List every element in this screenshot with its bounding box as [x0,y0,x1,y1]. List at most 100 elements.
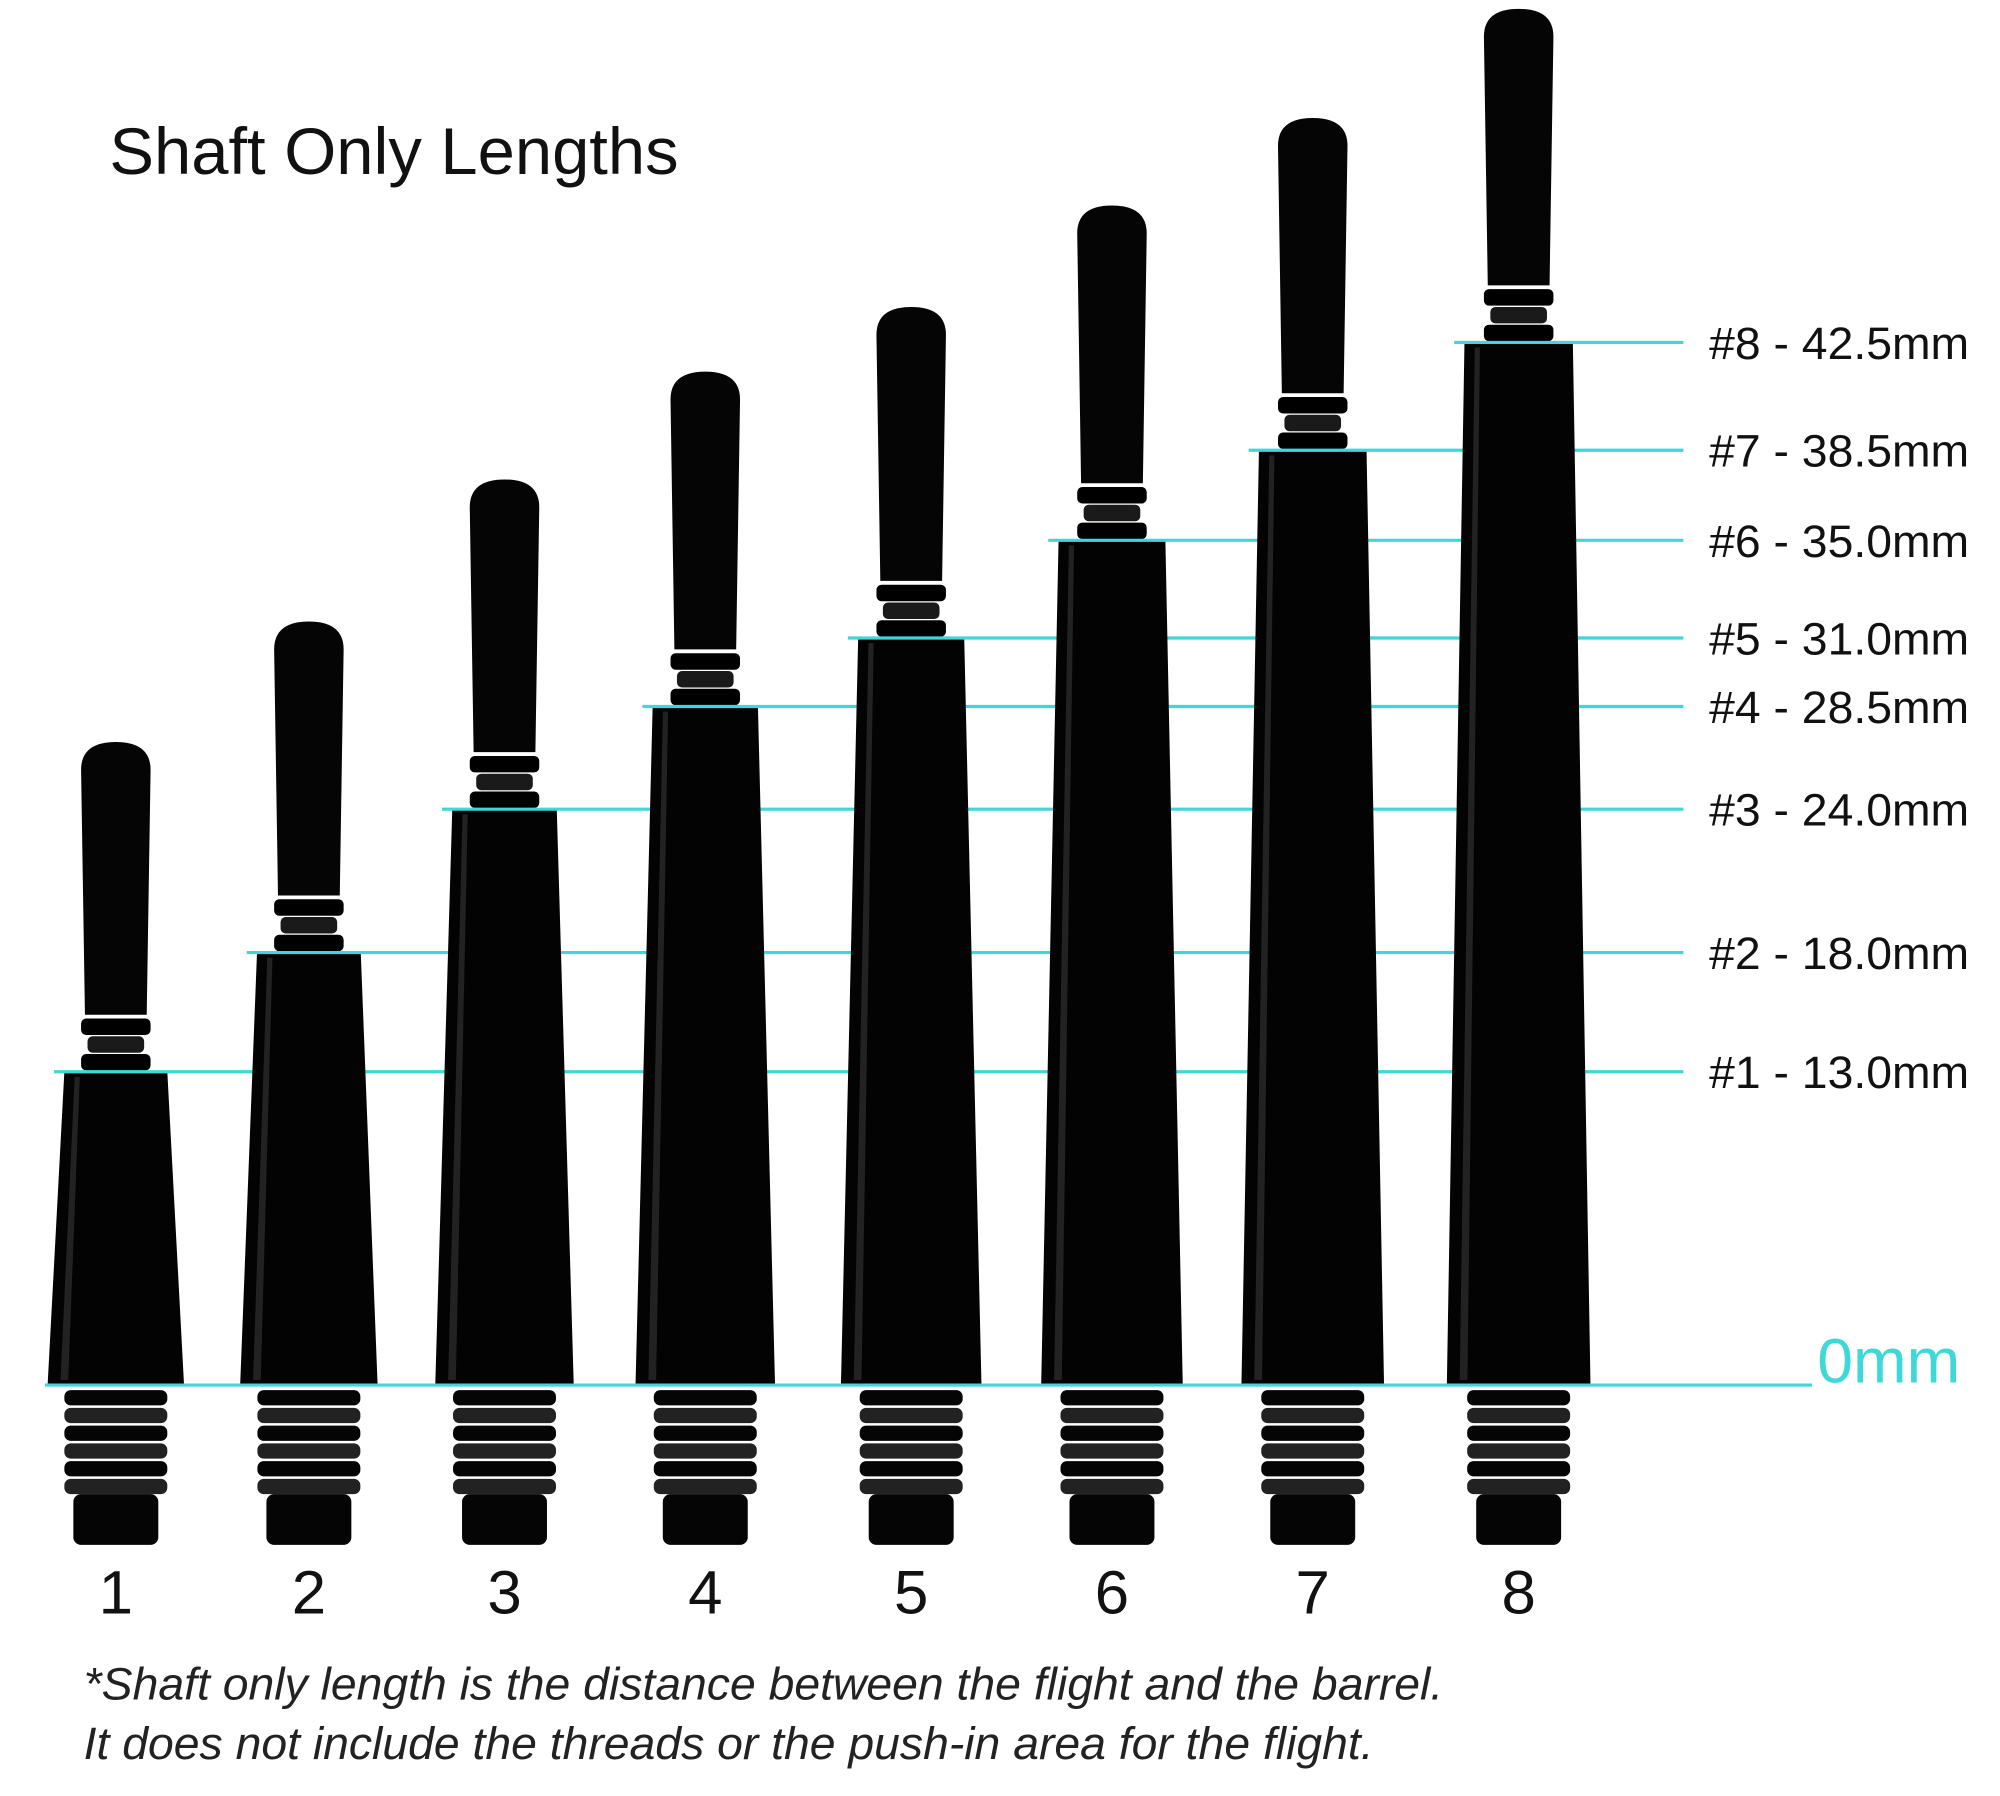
length-label: #4 - 28.5mm [1709,681,1969,733]
shaft-highlight [853,643,874,1380]
shaft-ring [274,899,344,916]
thread [1467,1407,1571,1424]
shaft [840,306,982,1545]
shaft-ring [81,1018,151,1035]
shaft-body [1446,342,1591,1386]
shaft [435,479,574,1545]
thread-tip [266,1494,352,1545]
thread-tip [662,1494,748,1545]
thread [1467,1443,1571,1459]
thread [64,1407,168,1424]
shaft-highlight [60,1076,80,1380]
thread-tip [1476,1494,1562,1545]
thread [1060,1443,1164,1459]
thread [64,1443,168,1459]
thread [653,1407,757,1424]
thread [257,1461,361,1477]
shaft-ring [670,688,741,706]
thread [653,1478,757,1495]
shaft-body [840,637,982,1386]
shaft-highlight [1254,455,1275,1380]
thread [1060,1407,1164,1424]
thread [453,1407,556,1424]
title: Shaft Only Lengths [109,115,678,188]
shaft-ring [1077,487,1147,504]
length-label: #7 - 38.5mm [1709,425,1969,477]
thread [653,1461,757,1477]
thread [859,1443,963,1459]
thread [1060,1390,1164,1406]
shaft-highlight [648,711,669,1380]
shaft-body [635,706,776,1386]
shaft-ring [280,917,338,934]
thread-tip [73,1494,159,1545]
thread-tip [1270,1494,1356,1545]
shaft [635,371,776,1545]
shaft-ring [1277,396,1348,414]
thread [1261,1407,1365,1424]
shaft-body [1041,540,1183,1386]
thread-tip [462,1494,547,1545]
shaft-stem [469,479,540,753]
thread [257,1425,361,1441]
shaft-number: 5 [894,1558,928,1626]
thread-tip [868,1494,954,1545]
thread [653,1443,757,1459]
shaft-ring [1077,522,1147,540]
thread [453,1390,556,1406]
shaft-highlight [1459,347,1480,1380]
shaft-highlight [1054,545,1075,1380]
shaft-body [240,952,378,1386]
shaft [1446,8,1591,1545]
shaft [1241,117,1385,1545]
thread [1467,1478,1571,1495]
shaft-ring [81,1054,151,1071]
shaft-number: 8 [1501,1558,1535,1626]
thread [1261,1461,1365,1477]
shaft-ring [1490,306,1547,324]
shaft-body [435,809,574,1386]
shaft-number: 3 [487,1558,521,1626]
shaft-number: 4 [688,1558,722,1626]
thread [859,1461,963,1477]
shaft-number: 2 [292,1558,326,1626]
shaft-ring [469,791,540,808]
thread [257,1443,361,1459]
shaft-ring [676,670,734,688]
shaft-highlight [448,814,468,1380]
shaft-stem [1277,117,1348,394]
zero-label: 0mm [1817,1325,1960,1396]
shaft-number: 7 [1296,1558,1330,1626]
thread [1261,1390,1365,1406]
shaft-ring [274,934,344,952]
shaft-ring [87,1036,145,1053]
shaft-body [47,1071,185,1386]
thread [257,1407,361,1424]
length-label: #2 - 18.0mm [1709,927,1969,979]
thread [64,1390,168,1406]
shaft-stem [876,306,946,581]
thread [1467,1425,1571,1441]
shaft-number: 1 [99,1558,133,1626]
thread [1261,1443,1365,1459]
shaft-ring [469,755,540,773]
thread [1261,1425,1365,1441]
length-label: #3 - 24.0mm [1709,784,1969,836]
shaft-body [1241,450,1385,1386]
thread [257,1478,361,1495]
shaft-ring [476,773,533,791]
shaft-ring [876,584,946,602]
shaft-stem [274,621,344,896]
shaft-ring [882,602,940,619]
shaft-ring [1284,414,1342,432]
thread [257,1390,361,1406]
footnote-line: *Shaft only length is the distance betwe… [84,1658,1444,1710]
thread [64,1461,168,1477]
thread [453,1478,556,1495]
shaft-highlight [253,957,273,1380]
shaft-ring [1483,289,1554,306]
footnote-line: It does not include the threads or the p… [84,1718,1374,1770]
thread [1060,1461,1164,1477]
length-label: #6 - 35.0mm [1709,515,1969,567]
thread [859,1478,963,1495]
